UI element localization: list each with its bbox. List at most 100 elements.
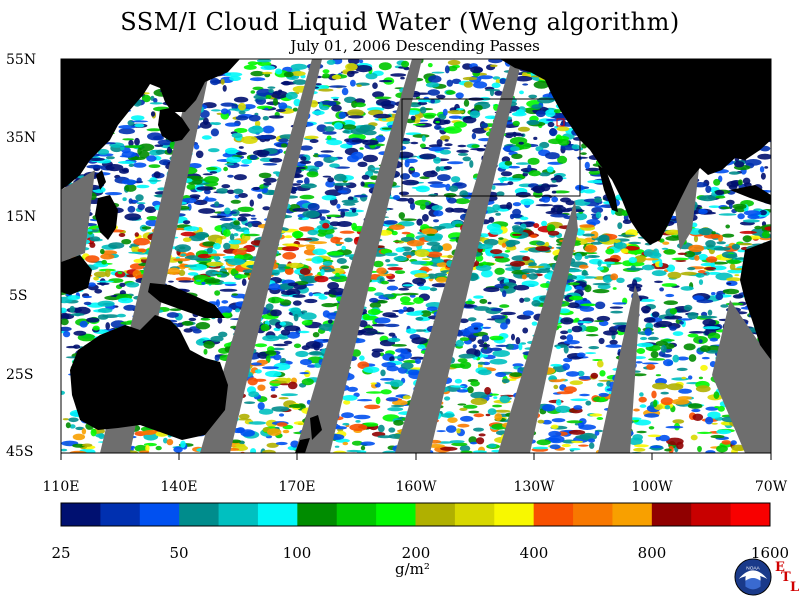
cloud-water-patch <box>522 310 535 316</box>
cloud-water-patch <box>671 257 690 261</box>
cloud-water-patch <box>238 413 250 420</box>
lon-label-130w: 130W <box>513 479 555 495</box>
cloud-water-patch <box>483 287 500 293</box>
cloud-water-patch <box>333 173 347 182</box>
cloud-water-patch <box>426 241 441 246</box>
cloud-water-patch <box>136 177 142 183</box>
cloud-water-patch <box>549 379 564 383</box>
cloud-water-patch <box>451 78 462 85</box>
cloud-water-patch <box>235 151 247 156</box>
cloud-water-patch <box>169 308 182 312</box>
cloud-water-patch <box>312 248 327 256</box>
cloud-water-patch <box>546 184 559 188</box>
cloud-water-patch <box>317 232 327 237</box>
cloud-water-patch <box>326 135 332 140</box>
cloud-water-patch <box>213 243 221 250</box>
cloud-water-patch <box>710 434 725 439</box>
cloud-water-patch <box>304 177 310 185</box>
cloud-water-patch <box>512 208 522 216</box>
cloud-water-patch <box>550 363 562 367</box>
cloud-water-patch <box>272 343 289 347</box>
cloud-water-patch <box>393 419 404 426</box>
cloud-water-patch <box>459 337 470 341</box>
cloud-water-patch <box>178 280 194 283</box>
cloud-water-patch <box>698 227 713 236</box>
cloud-water-patch <box>248 391 260 398</box>
cloud-water-patch <box>575 435 591 439</box>
cloud-water-patch <box>727 269 744 274</box>
colorbar-label-400: 400 <box>519 544 549 562</box>
cloud-water-patch <box>284 325 301 332</box>
cloud-water-patch <box>333 182 351 186</box>
north-america-land <box>500 59 771 245</box>
cloud-water-patch <box>427 63 433 68</box>
cloud-water-patch <box>484 115 498 120</box>
cloud-water-patch <box>351 208 357 213</box>
cloud-water-patch <box>286 262 304 269</box>
cloud-water-patch <box>173 446 183 453</box>
cloud-water-patch <box>204 176 219 184</box>
cloud-water-patch <box>195 201 201 205</box>
cloud-water-patch <box>371 351 381 358</box>
cloud-water-patch <box>633 444 649 448</box>
cloud-water-patch <box>370 382 377 385</box>
cloud-water-patch <box>661 354 672 358</box>
cloud-water-patch <box>391 293 404 296</box>
cloud-water-patch <box>195 322 211 330</box>
cloud-water-patch <box>597 284 611 290</box>
cloud-water-patch <box>721 440 732 445</box>
axis-ticks <box>60 453 772 460</box>
cloud-water-patch <box>303 244 316 247</box>
cloud-water-patch <box>333 450 347 453</box>
cloud-water-patch <box>386 285 399 291</box>
cloud-water-patch <box>560 330 569 335</box>
cloud-water-patch <box>509 137 528 145</box>
cloud-water-patch <box>508 178 523 180</box>
cloud-water-patch <box>269 157 283 163</box>
cloud-water-patch <box>457 144 467 148</box>
cloud-water-patch <box>440 413 455 418</box>
cloud-water-patch <box>373 170 380 174</box>
cloud-water-patch <box>519 90 524 95</box>
cloud-water-patch <box>224 72 243 77</box>
cloud-water-patch <box>715 293 724 301</box>
cloud-water-patch <box>493 256 505 259</box>
colorbar-label-100: 100 <box>282 544 312 562</box>
cloud-water-patch <box>304 298 318 304</box>
cloud-water-patch <box>118 128 135 135</box>
cloud-water-patch <box>456 149 469 153</box>
cloud-water-patch <box>568 429 586 435</box>
cloud-water-patch <box>255 61 262 65</box>
cloud-water-patch <box>501 242 507 248</box>
cloud-water-patch <box>697 270 706 274</box>
baja-land <box>598 165 618 212</box>
cloud-water-patch <box>407 369 420 376</box>
cloud-water-patch <box>488 59 503 64</box>
cloud-water-patch <box>147 132 163 141</box>
cloud-water-patch <box>357 161 368 167</box>
chart-title: SSM/I Cloud Liquid Water (Weng algorithm… <box>120 8 680 36</box>
cloud-water-patch <box>570 398 588 402</box>
cloud-water-patch <box>699 195 717 202</box>
cloud-water-patch <box>512 363 524 367</box>
cloud-water-patch <box>431 71 445 74</box>
cloud-water-patch <box>449 239 457 242</box>
cloud-water-patch <box>479 298 488 304</box>
cloud-water-patch <box>89 236 101 242</box>
cloud-water-patch <box>716 429 732 435</box>
cloud-water-patch <box>287 282 299 287</box>
cloud-water-patch <box>722 288 740 295</box>
colorbar-swatch <box>139 503 180 526</box>
cloud-water-patch <box>350 79 356 87</box>
cloud-water-patch <box>462 156 472 162</box>
cloud-water-patch <box>247 61 258 66</box>
cloud-water-patch <box>434 124 442 130</box>
cloud-water-patch <box>96 282 110 286</box>
cloud-water-patch <box>419 106 427 114</box>
cloud-water-patch <box>335 272 340 277</box>
cloud-water-patch <box>470 66 483 74</box>
cloud-water-patch <box>316 124 327 132</box>
cloud-water-patch <box>457 403 467 406</box>
cloud-water-patch <box>183 220 191 225</box>
cloud-water-patch <box>635 361 643 364</box>
